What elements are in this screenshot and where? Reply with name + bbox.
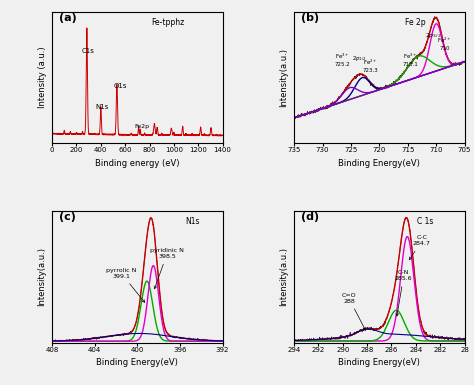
Text: Fe$^{3+}$
725.2: Fe$^{3+}$ 725.2 bbox=[335, 52, 350, 67]
X-axis label: Binding Energy(eV): Binding Energy(eV) bbox=[96, 358, 178, 367]
Text: pyridinic N
398.5: pyridinic N 398.5 bbox=[150, 248, 184, 289]
Text: (c): (c) bbox=[59, 213, 76, 223]
Text: Fe$^{2+}$
710: Fe$^{2+}$ 710 bbox=[438, 36, 452, 51]
Text: Fe-tpphz: Fe-tpphz bbox=[151, 18, 184, 27]
Text: O1s: O1s bbox=[114, 83, 127, 89]
Text: (b): (b) bbox=[301, 13, 319, 23]
X-axis label: Binding energy (eV): Binding energy (eV) bbox=[95, 159, 180, 167]
Text: Fe$^{2+}$
723.3: Fe$^{2+}$ 723.3 bbox=[363, 58, 379, 73]
Text: $2p_{1/2}$: $2p_{1/2}$ bbox=[352, 55, 367, 63]
Text: C-C
284.7: C-C 284.7 bbox=[409, 235, 431, 260]
Text: C 1s: C 1s bbox=[417, 218, 433, 226]
Y-axis label: Intensity (a.u.): Intensity (a.u.) bbox=[37, 47, 46, 108]
Text: (a): (a) bbox=[59, 13, 77, 23]
Y-axis label: Intensity(a.u.): Intensity(a.u.) bbox=[37, 248, 46, 306]
Y-axis label: Intensity(a.u.): Intensity(a.u.) bbox=[280, 48, 289, 107]
Text: Fe2p: Fe2p bbox=[134, 124, 149, 129]
Text: N1s: N1s bbox=[185, 218, 200, 226]
X-axis label: Binding Energy(eV): Binding Energy(eV) bbox=[338, 159, 420, 167]
Text: $2p_{3/2}$: $2p_{3/2}$ bbox=[425, 31, 441, 40]
Text: (d): (d) bbox=[301, 213, 319, 223]
Y-axis label: Intensity(a.u.): Intensity(a.u.) bbox=[280, 248, 289, 306]
Text: C-N
285.6: C-N 285.6 bbox=[395, 270, 412, 316]
Text: C=O
288: C=O 288 bbox=[342, 293, 365, 330]
Text: Fe 2p: Fe 2p bbox=[405, 18, 426, 27]
Text: pyrrolic N
399.1: pyrrolic N 399.1 bbox=[106, 268, 145, 302]
X-axis label: Binding Energy(eV): Binding Energy(eV) bbox=[338, 358, 420, 367]
Text: N1s: N1s bbox=[95, 104, 109, 110]
Text: C1s: C1s bbox=[82, 48, 95, 54]
Text: Fe$^{3+}$
713.1: Fe$^{3+}$ 713.1 bbox=[403, 52, 419, 67]
